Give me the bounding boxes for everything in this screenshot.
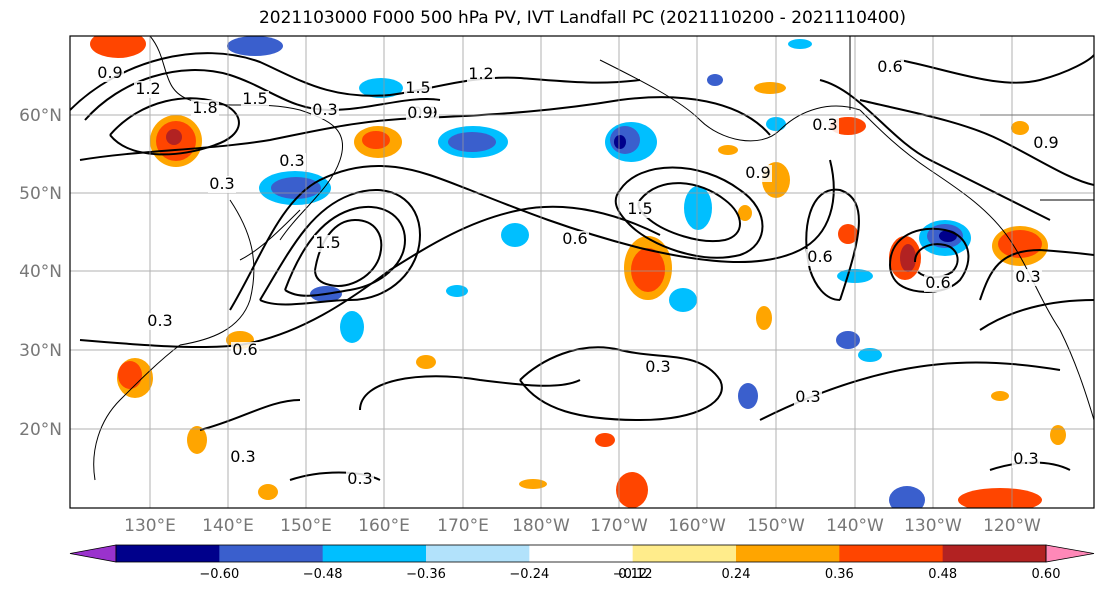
- lat-label: 40°N: [19, 262, 62, 282]
- contour-label: 0.6: [807, 247, 832, 266]
- colorbar-tick-label: −0.24: [509, 567, 549, 582]
- colorbar-cell: [736, 545, 840, 562]
- pc-shading: [90, 36, 1066, 508]
- contour-label: 0.3: [645, 357, 670, 376]
- colorbar-extend-min: [69, 544, 117, 563]
- coastlines: [70, 36, 1094, 508]
- contour-label: 0.3: [1015, 267, 1040, 286]
- contour-label: 1.8: [192, 98, 217, 117]
- contour-label: 0.3: [312, 100, 337, 119]
- map-title: 2021103000 F000 500 hPa PV, IVT Landfall…: [258, 8, 906, 28]
- contour-label: 1.5: [627, 199, 652, 218]
- colorbar-cell: [322, 545, 427, 562]
- contour-label: 0.3: [147, 311, 172, 330]
- map-background: [70, 36, 1094, 508]
- map-frame: [69, 35, 1095, 509]
- lon-label: 140°W: [826, 516, 884, 536]
- colorbar-tick-label: −0.60: [199, 567, 239, 582]
- contour-label: 0.3: [795, 387, 820, 406]
- contour-label: 0.9: [407, 103, 432, 122]
- lat-label: 20°N: [19, 420, 62, 440]
- contour-label: 0.3: [1013, 449, 1038, 468]
- contour-label: 1.5: [315, 233, 340, 252]
- contour-label: 0.3: [209, 174, 234, 193]
- colorbar-cell: [839, 545, 944, 562]
- contour-labels: 0.9 1.2 1.8 1.5 0.3 1.2 1.5 0.9 0.9 0.3 0.3 1.5 0.6 1…: [96, 57, 1060, 488]
- latitude-labels: 60°N 50°N 40°N 30°N 20°N: [19, 106, 62, 440]
- contour-label: 0.6: [232, 340, 257, 359]
- lon-label: 180°W: [512, 516, 570, 536]
- lon-label: 120°W: [983, 516, 1041, 536]
- colorbar-cell: [942, 545, 1047, 562]
- contour-label: 0.3: [812, 115, 837, 134]
- colorbar-tick-label: 0.60: [1032, 567, 1061, 582]
- lon-label: 150°E: [280, 516, 332, 536]
- colorbar-cell: [529, 545, 634, 562]
- contour-label: 1.5: [242, 89, 267, 108]
- lon-label: 140°E: [202, 516, 254, 536]
- lat-label: 60°N: [19, 106, 62, 126]
- lon-label: 170°W: [590, 516, 648, 536]
- colorbar-cell: [219, 545, 324, 562]
- colorbar-extend-max: [1045, 544, 1095, 563]
- contour-label: 0.9: [97, 63, 122, 82]
- lat-label: 50°N: [19, 184, 62, 204]
- gridlines: [70, 36, 1094, 508]
- colorbar-cell: [426, 545, 530, 562]
- colorbar-cell: [632, 545, 737, 562]
- colorbar-tick-label: 0.24: [722, 567, 751, 582]
- contour-label: 0.3: [279, 151, 304, 170]
- contour-label: 0.9: [745, 163, 770, 182]
- contour-label: 0.6: [877, 57, 902, 76]
- lat-label: 30°N: [19, 341, 62, 361]
- colorbar-tick-label: 0.12: [618, 567, 647, 582]
- contour-label: 0.3: [230, 447, 255, 466]
- contour-label: 0.3: [347, 469, 372, 488]
- contour-label: 0.6: [562, 229, 587, 248]
- contour-label: 0.9: [1033, 133, 1058, 152]
- colorbar-tick-label: −0.48: [303, 567, 343, 582]
- contour-label: 1.5: [405, 78, 430, 97]
- lon-label: 130°E: [124, 516, 176, 536]
- longitude-labels: 130°E 140°E 150°E 160°E 170°E 180°W 170°…: [124, 516, 1041, 536]
- contour-label: 0.6: [925, 273, 950, 292]
- colorbar-cell: [116, 545, 220, 562]
- lon-label: 170°E: [437, 516, 489, 536]
- colorbar-tick-label: −0.36: [406, 567, 446, 582]
- contour-label: 1.2: [135, 79, 160, 98]
- colorbar: −0.60 −0.48 −0.36 −0.24 −0.120.12 0.24 0.36 0.4…: [69, 544, 1095, 582]
- lon-label: 160°W: [668, 516, 726, 536]
- lon-label: 130°W: [904, 516, 962, 536]
- colorbar-tick-label: 0.36: [825, 567, 854, 582]
- colorbar-tick-label: 0.48: [928, 567, 957, 582]
- lon-label: 150°W: [747, 516, 805, 536]
- lon-label: 160°E: [358, 516, 410, 536]
- colorbar-tick-label: −0.12: [613, 567, 653, 582]
- contour-label: 1.2: [468, 64, 493, 83]
